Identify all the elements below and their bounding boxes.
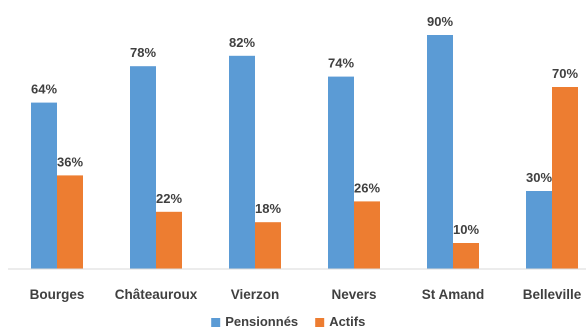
- value-label-bourges-pensionnes: 64%: [31, 82, 57, 97]
- legend: Pensionnés Actifs: [211, 314, 365, 329]
- bar-chateauroux-actifs: [156, 211, 182, 269]
- bar-nevers-pensionnes: [328, 76, 354, 269]
- value-label-st-amand-pensionnes: 90%: [427, 14, 453, 29]
- legend-label-actifs: Actifs: [329, 314, 365, 329]
- legend-label-pensionnes: Pensionnés: [225, 314, 298, 329]
- value-label-st-amand-actifs: 10%: [453, 222, 479, 237]
- bar-st-amand-actifs: [453, 243, 479, 269]
- category-labels-layer: Bourges Châteauroux Vierzon Nevers St Amand B…: [30, 287, 582, 302]
- category-label-st-amand: St Amand: [422, 287, 485, 302]
- category-label-chateauroux: Châteauroux: [115, 287, 198, 302]
- value-label-nevers-actifs: 26%: [354, 180, 380, 195]
- bar-nevers-actifs: [354, 201, 380, 269]
- value-label-belleville-pensionnes: 30%: [526, 170, 552, 185]
- legend-swatch-pensionnes: [211, 318, 221, 327]
- value-label-chateauroux-pensionnes: 78%: [130, 45, 156, 60]
- value-label-vierzon-pensionnes: 82%: [229, 35, 255, 50]
- value-label-belleville-actifs: 70%: [552, 66, 578, 81]
- category-label-belleville: Belleville: [523, 287, 582, 302]
- value-label-bourges-actifs: 36%: [57, 154, 83, 169]
- bar-bourges-pensionnes: [31, 102, 57, 269]
- value-labels-layer: 64% 36% 78% 22% 82% 18% 74% 26% 90% 10% 30% 70%: [31, 14, 578, 237]
- bar-belleville-pensionnes: [526, 191, 552, 269]
- value-label-vierzon-actifs: 18%: [255, 201, 281, 216]
- legend-swatch-actifs: [315, 318, 325, 327]
- bar-vierzon-pensionnes: [229, 55, 255, 269]
- bar-vierzon-actifs: [255, 222, 281, 269]
- value-label-chateauroux-actifs: 22%: [156, 191, 182, 206]
- bar-chateauroux-pensionnes: [130, 66, 156, 269]
- category-label-nevers: Nevers: [331, 287, 376, 302]
- bar-bourges-actifs: [57, 175, 83, 269]
- category-label-bourges: Bourges: [30, 287, 85, 302]
- bars-layer: [31, 35, 578, 269]
- bar-belleville-actifs: [552, 87, 578, 269]
- value-label-nevers-pensionnes: 74%: [328, 56, 354, 71]
- bar-st-amand-pensionnes: [427, 35, 453, 269]
- category-label-vierzon: Vierzon: [231, 287, 280, 302]
